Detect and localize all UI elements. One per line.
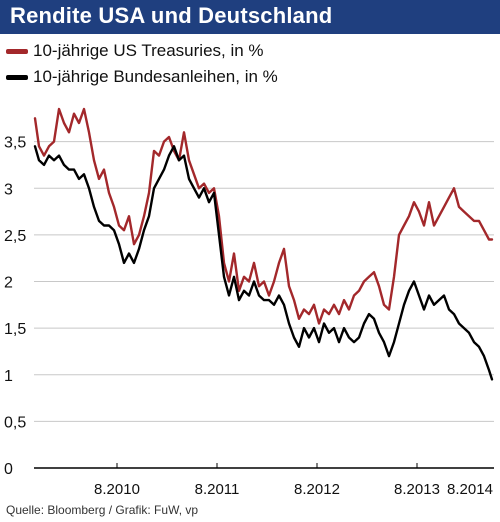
legend-item-bundesanleihen: 10-jährige Bundesanleihen, in % (6, 67, 278, 86)
source-note: Quelle: Bloomberg / Grafik: FuW, vp (6, 503, 199, 517)
legend-label-us: 10-jährige US Treasuries, in % (33, 41, 264, 60)
x-tick-label: 8.2012 (294, 481, 340, 498)
y-tick-label: 2 (4, 275, 13, 292)
chart-title: Rendite USA und Deutschland (10, 3, 333, 28)
y-tick-label: 1 (4, 368, 13, 385)
y-tick-label: 3,5 (4, 135, 26, 152)
series-line-bundesanleihen (33, 145, 494, 381)
y-tick-label: 1,5 (4, 321, 26, 338)
y-tick-label: 0 (4, 461, 13, 478)
y-tick-label: 0,5 (4, 414, 26, 431)
x-tick-label: 8.2014 (447, 481, 493, 498)
legend-swatch-us (6, 48, 28, 54)
x-tick-label: 8.2013 (394, 481, 440, 498)
x-tick-label: 8.2010 (94, 481, 140, 498)
x-tick-label: 8.2011 (195, 481, 240, 498)
series-line-us-treasuries (33, 107, 494, 325)
legend-label-de: 10-jährige Bundesanleihen, in % (33, 67, 278, 86)
y-tick-label: 3 (4, 181, 13, 198)
legend-item-us-treasuries: 10-jährige US Treasuries, in % (6, 41, 264, 60)
title-bar: Rendite USA und Deutschland (0, 0, 500, 34)
legend-swatch-de (6, 74, 28, 80)
y-tick-label: 2,5 (4, 228, 26, 245)
